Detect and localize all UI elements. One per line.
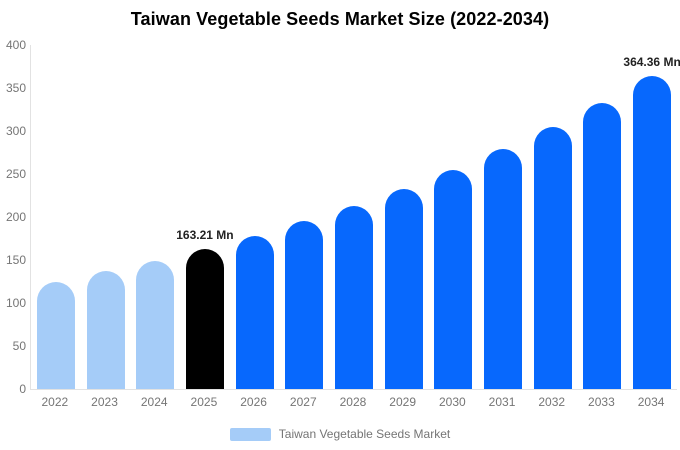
bar[interactable] xyxy=(484,149,523,389)
bar[interactable] xyxy=(633,75,672,389)
legend[interactable]: Taiwan Vegetable Seeds Market xyxy=(0,427,680,441)
chart-title: Taiwan Vegetable Seeds Market Size (2022… xyxy=(130,9,550,29)
bar-column xyxy=(230,45,280,389)
bar-column xyxy=(279,45,329,389)
x-axis-tick-label: 2024 xyxy=(140,395,168,409)
bar-column xyxy=(578,45,628,389)
y-axis-tick-label: 0 xyxy=(19,382,26,396)
y-axis-tick-label: 400 xyxy=(5,38,26,52)
bar-column xyxy=(329,45,379,389)
x-axis-tick-label: 2034 xyxy=(637,395,665,409)
y-axis-tick-label: 350 xyxy=(5,81,26,95)
x-axis-tick-label: 2025 xyxy=(190,395,218,409)
bar-column xyxy=(130,45,180,389)
bar-column xyxy=(528,45,578,389)
bar-value-label: 163.21 Mn xyxy=(176,227,234,242)
x-axis-tick-label: 2026 xyxy=(240,395,267,409)
bar[interactable] xyxy=(334,205,373,389)
y-axis-tick-label: 300 xyxy=(5,124,26,138)
x-axis: 2022 2023 2024 2025 2026 2027 2028 2029 2030 2031… xyxy=(30,395,676,409)
bar-value-label: 364.36 Mn xyxy=(623,54,680,69)
plot-area: 163.21 Mn 364.36 Mn xyxy=(30,45,680,390)
x-axis-tick-label: 2028 xyxy=(339,395,367,409)
x-axis-tick-label: 2029 xyxy=(389,395,416,409)
bar[interactable] xyxy=(185,248,224,389)
y-axis-tick-label: 150 xyxy=(5,253,26,267)
x-axis-tick-label: 2033 xyxy=(588,395,615,409)
bar-column xyxy=(478,45,528,389)
bar[interactable] xyxy=(384,188,423,389)
bar[interactable] xyxy=(285,221,324,389)
bar-column xyxy=(81,45,131,389)
y-axis-tick-label: 250 xyxy=(5,167,26,181)
bar-column xyxy=(429,45,479,389)
x-axis-tick-label: 2023 xyxy=(91,395,118,409)
x-axis-tick-label: 2031 xyxy=(488,395,516,409)
bar[interactable] xyxy=(136,260,175,389)
legend-swatch-icon xyxy=(229,427,271,441)
bar[interactable] xyxy=(434,169,473,389)
legend-label: Taiwan Vegetable Seeds Market xyxy=(278,427,451,441)
y-axis-tick-label: 200 xyxy=(5,210,26,224)
y-axis-tick-label: 50 xyxy=(12,339,26,353)
bar-column: 163.21 Mn xyxy=(176,45,234,389)
bar[interactable] xyxy=(235,235,274,389)
y-axis-tick-label: 100 xyxy=(5,296,26,310)
x-axis-tick-label: 2030 xyxy=(438,395,466,409)
bar[interactable] xyxy=(86,271,125,389)
x-axis-tick-label: 2027 xyxy=(289,395,317,409)
bar[interactable] xyxy=(533,126,572,389)
bar-column xyxy=(379,45,429,389)
bar[interactable] xyxy=(583,102,622,389)
y-axis: 0 50 100 150 200 250 300 350 400 xyxy=(0,0,26,450)
x-axis-tick-label: 2032 xyxy=(538,395,566,409)
x-axis-tick-label: 2022 xyxy=(41,395,69,409)
bar-column xyxy=(31,45,81,389)
bar-column: 364.36 Mn xyxy=(623,45,680,389)
bar[interactable] xyxy=(36,281,75,389)
